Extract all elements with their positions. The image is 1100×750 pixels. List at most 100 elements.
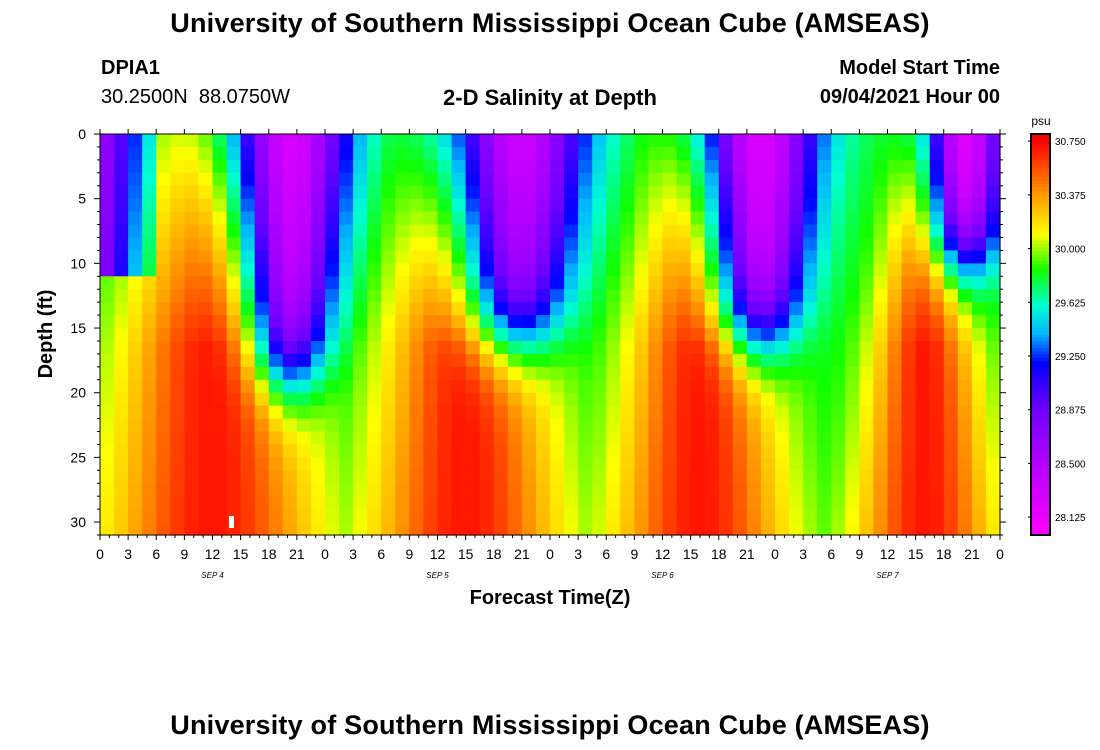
heat-cell bbox=[437, 431, 453, 445]
heat-cell bbox=[325, 392, 340, 407]
heat-cell bbox=[592, 185, 607, 200]
heat-cell bbox=[831, 289, 846, 303]
heat-cell bbox=[971, 172, 987, 187]
heat-cell bbox=[212, 509, 228, 523]
heat-cell bbox=[353, 522, 368, 536]
heat-cell bbox=[873, 457, 889, 471]
heat-cell bbox=[592, 405, 607, 420]
heat-cell bbox=[493, 341, 509, 355]
heat-cell bbox=[578, 457, 593, 471]
heat-cell bbox=[142, 522, 157, 536]
heat-cell bbox=[578, 237, 593, 251]
heat-cell bbox=[873, 444, 889, 458]
heat-cell bbox=[479, 405, 495, 420]
heat-cell bbox=[507, 405, 523, 420]
heat-cell bbox=[606, 211, 621, 226]
heat-cell bbox=[929, 224, 945, 238]
heat-cell bbox=[971, 392, 987, 407]
station-id: DPIA1 bbox=[101, 57, 160, 79]
heat-cell bbox=[128, 405, 143, 420]
heat-cell bbox=[634, 172, 650, 187]
heat-cell bbox=[142, 392, 157, 407]
heat-cell bbox=[690, 134, 706, 148]
heat-cell bbox=[746, 379, 762, 394]
heat-cell bbox=[339, 263, 354, 277]
heat-cell bbox=[395, 392, 410, 407]
heat-cell bbox=[662, 483, 678, 497]
heat-cell bbox=[240, 392, 256, 407]
heat-cell bbox=[535, 159, 551, 174]
heat-cell bbox=[212, 522, 228, 536]
heat-cell bbox=[100, 366, 115, 381]
heat-cell bbox=[915, 379, 931, 394]
colorbar-segment bbox=[1031, 224, 1050, 229]
heat-cell bbox=[198, 341, 214, 355]
heat-cell bbox=[339, 237, 354, 251]
heat-cell bbox=[817, 379, 832, 394]
heat-cell bbox=[142, 353, 157, 368]
heat-cell bbox=[339, 134, 354, 148]
heat-cell bbox=[550, 172, 565, 187]
heat-cell bbox=[198, 185, 214, 200]
heat-cell bbox=[240, 159, 256, 174]
heat-cell bbox=[451, 211, 467, 226]
heat-cell bbox=[296, 146, 312, 161]
heat-cell bbox=[268, 172, 284, 187]
colorbar-segment bbox=[1031, 260, 1050, 265]
heat-cell bbox=[971, 198, 987, 213]
heat-cell bbox=[437, 134, 453, 148]
heat-cell bbox=[873, 470, 889, 484]
heat-cell bbox=[423, 353, 439, 368]
heat-cell bbox=[845, 289, 860, 303]
heat-cell bbox=[606, 237, 621, 251]
colorbar-segment bbox=[1031, 511, 1050, 516]
heat-cell bbox=[704, 444, 720, 458]
heat-cell bbox=[957, 159, 973, 174]
heat-cell bbox=[831, 250, 846, 264]
heat-cell bbox=[282, 250, 298, 264]
heat-cell bbox=[451, 250, 467, 264]
heat-cell bbox=[184, 470, 200, 484]
heat-cell bbox=[845, 405, 860, 420]
heat-cell bbox=[367, 353, 382, 368]
heat-cell bbox=[353, 315, 368, 329]
heat-cell bbox=[507, 418, 523, 433]
heat-cell bbox=[142, 341, 157, 355]
heat-cell bbox=[339, 198, 354, 213]
heat-cell bbox=[859, 392, 875, 407]
heat-cell bbox=[676, 263, 692, 277]
heat-cell bbox=[367, 444, 382, 458]
heat-cell bbox=[521, 185, 537, 200]
heat-cell bbox=[339, 146, 354, 161]
heat-cell bbox=[226, 405, 242, 420]
heat-cell bbox=[184, 328, 200, 342]
heat-cell bbox=[704, 315, 720, 329]
heat-cell bbox=[353, 224, 368, 238]
heat-cell bbox=[395, 263, 410, 277]
heat-cell bbox=[620, 250, 635, 264]
heat-cell bbox=[901, 405, 917, 420]
heat-cell bbox=[943, 211, 959, 226]
heat-cell bbox=[985, 185, 1001, 200]
heat-cell bbox=[198, 405, 214, 420]
heat-cell bbox=[606, 431, 621, 445]
heat-cell bbox=[184, 198, 200, 213]
heat-cell bbox=[507, 172, 523, 187]
heat-cell bbox=[831, 470, 846, 484]
heat-cell bbox=[437, 237, 453, 251]
heat-cell bbox=[240, 366, 256, 381]
heat-cell bbox=[957, 470, 973, 484]
heat-cell bbox=[325, 431, 340, 445]
heat-cell bbox=[732, 457, 748, 471]
heat-cell bbox=[156, 353, 171, 368]
heat-cell bbox=[212, 172, 228, 187]
heat-cell bbox=[465, 496, 481, 510]
heat-cell bbox=[198, 379, 214, 394]
heat-cell bbox=[339, 276, 354, 290]
heat-cell bbox=[100, 224, 115, 238]
heat-cell bbox=[775, 366, 790, 381]
heat-cell bbox=[479, 211, 495, 226]
heat-cell bbox=[395, 457, 410, 471]
heat-cell bbox=[465, 353, 481, 368]
heat-cell bbox=[957, 146, 973, 161]
